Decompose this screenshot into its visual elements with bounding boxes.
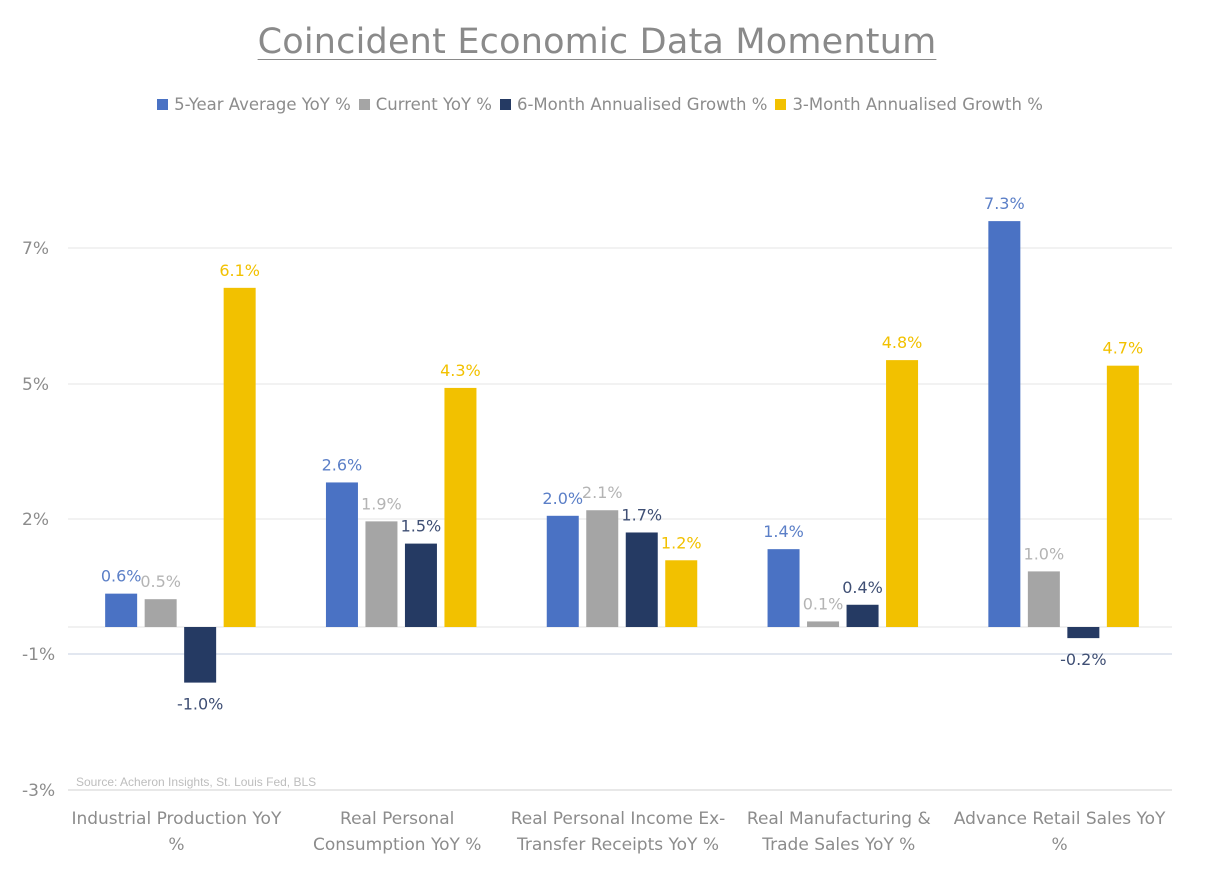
data-label: 7.3% bbox=[984, 194, 1025, 213]
category-label: Trade Sales YoY % bbox=[761, 835, 915, 855]
legend-swatch bbox=[775, 99, 787, 110]
bar bbox=[988, 221, 1021, 627]
chart-legend: 5-Year Average YoY % Current YoY % 6-Month… bbox=[0, 95, 1200, 114]
data-label: 0.4% bbox=[842, 578, 883, 597]
legend-item: 3-Month Annualised Growth % bbox=[775, 95, 1043, 114]
y-tick-label: 2% bbox=[22, 510, 49, 530]
data-label: 1.7% bbox=[621, 505, 662, 524]
legend-item: 5-Year Average YoY % bbox=[157, 95, 351, 114]
legend-swatch bbox=[499, 99, 511, 110]
data-label: 6.1% bbox=[219, 261, 260, 280]
bar bbox=[404, 543, 437, 627]
category-label: % bbox=[168, 835, 184, 855]
category-label: Transfer Receipts YoY % bbox=[516, 835, 719, 855]
bar bbox=[1106, 365, 1139, 627]
legend-item: Current YoY % bbox=[358, 95, 492, 114]
bar bbox=[444, 387, 477, 627]
category-label: Real Manufacturing & bbox=[747, 809, 931, 829]
data-label: 2.1% bbox=[582, 483, 623, 502]
category-label: Real Personal bbox=[340, 809, 454, 829]
bar bbox=[325, 482, 358, 627]
data-label: 1.9% bbox=[361, 494, 402, 513]
y-tick-label: -3% bbox=[22, 781, 55, 801]
bar bbox=[846, 604, 879, 627]
category-label: % bbox=[1052, 835, 1068, 855]
bar bbox=[1067, 627, 1100, 639]
bar bbox=[625, 532, 658, 627]
data-label: 4.3% bbox=[440, 361, 481, 380]
bar bbox=[807, 621, 840, 627]
bar bbox=[886, 360, 919, 627]
bar bbox=[546, 515, 579, 627]
category-label: Real Personal Income Ex- bbox=[511, 809, 726, 829]
legend-item: 6-Month Annualised Growth % bbox=[499, 95, 768, 114]
data-label: 0.1% bbox=[803, 594, 844, 613]
data-label: -0.2% bbox=[1060, 650, 1106, 669]
source-note: Source: Acheron Insights, St. Louis Fed,… bbox=[76, 775, 317, 789]
bar bbox=[767, 549, 800, 627]
bar bbox=[365, 521, 398, 627]
data-label: 2.6% bbox=[322, 455, 363, 474]
legend-label: Current YoY % bbox=[375, 95, 492, 114]
data-label: 0.5% bbox=[140, 572, 181, 591]
data-label: 1.0% bbox=[1024, 544, 1065, 563]
y-tick-label: 7% bbox=[22, 239, 49, 259]
category-label: Consumption YoY % bbox=[313, 835, 481, 855]
category-label: Industrial Production YoY bbox=[71, 809, 282, 829]
legend-swatch bbox=[157, 99, 169, 110]
bar bbox=[184, 627, 217, 683]
data-label: 1.2% bbox=[661, 533, 702, 552]
chart-title: Coincident Economic Data Momentum bbox=[257, 22, 937, 62]
bar bbox=[105, 593, 138, 627]
legend-swatch bbox=[358, 99, 370, 110]
data-label: 2.0% bbox=[542, 489, 583, 508]
legend-label: 6-Month Annualised Growth % bbox=[516, 95, 768, 114]
bar bbox=[586, 510, 619, 627]
legend-label: 3-Month Annualised Growth % bbox=[792, 95, 1043, 114]
data-label: 0.6% bbox=[101, 567, 142, 586]
y-tick-label: 5% bbox=[22, 375, 49, 395]
bar bbox=[665, 560, 698, 627]
bar bbox=[144, 599, 177, 627]
y-tick-label: -1% bbox=[22, 645, 55, 665]
legend-label: 5-Year Average YoY % bbox=[174, 95, 351, 114]
data-label: 1.4% bbox=[763, 522, 804, 541]
bar bbox=[223, 287, 256, 627]
data-label: 1.5% bbox=[401, 517, 442, 536]
category-label: Advance Retail Sales YoY bbox=[954, 809, 1166, 829]
data-label: 4.7% bbox=[1103, 339, 1144, 358]
data-label: -1.0% bbox=[177, 695, 223, 714]
data-label: 4.8% bbox=[882, 333, 923, 352]
bar bbox=[1027, 571, 1060, 627]
